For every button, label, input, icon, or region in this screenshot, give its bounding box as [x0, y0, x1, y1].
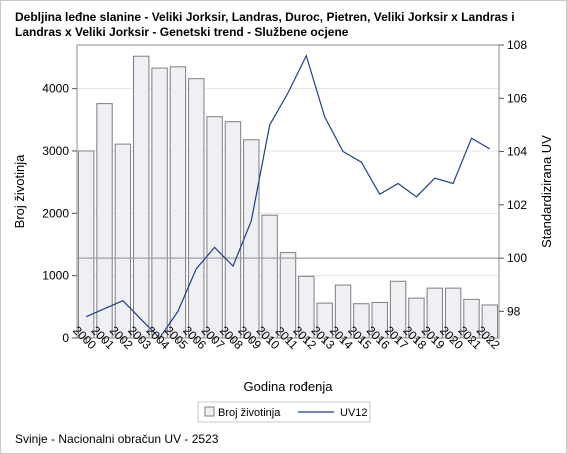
- footnote: Svinje - Nacionalni obračun UV - 2523: [15, 432, 219, 446]
- bar: [96, 103, 113, 339]
- y-right-tick-label: 102: [507, 198, 527, 212]
- bar: [169, 66, 187, 339]
- bar: [224, 121, 242, 339]
- y-left-tick-label: 3000: [42, 144, 69, 158]
- bar: [133, 55, 150, 339]
- legend-bar-swatch: [204, 406, 215, 417]
- legend-box: [197, 401, 371, 423]
- bar: [261, 214, 278, 339]
- bar: [151, 67, 168, 339]
- line-layer: [85, 54, 491, 339]
- bar: [188, 78, 205, 339]
- y-right-tick-label: 106: [507, 91, 527, 105]
- y-right-tick-label: 98: [507, 304, 521, 318]
- y-left-tick-label: 0: [62, 331, 69, 345]
- x-axis-label: Godina rođenja: [244, 379, 334, 394]
- uv12-line: [85, 54, 491, 339]
- bars-layer: [77, 55, 499, 339]
- y-right-tick-label: 104: [507, 145, 527, 159]
- legend-line-label: UV12: [340, 407, 368, 419]
- chart-title: Debljina leđne slanine - Veliki Jorksir,…: [15, 10, 515, 39]
- y-left-tick-label: 4000: [42, 82, 69, 96]
- y-left-tick-label: 2000: [42, 206, 69, 220]
- legend: Broj životinja UV12: [197, 401, 371, 423]
- y-left-axis-label: Broj životinja: [12, 154, 27, 228]
- y-right-axis-label: Standardizirana UV: [539, 135, 554, 248]
- bar: [206, 116, 223, 339]
- legend-bar-label: Broj životinja: [218, 407, 281, 419]
- y-left-tick-label: 1000: [42, 269, 69, 283]
- y-right-tick-label: 108: [507, 38, 527, 52]
- bar: [114, 143, 132, 339]
- bar: [243, 139, 260, 339]
- bar: [77, 150, 95, 339]
- y-right-tick-label: 100: [507, 251, 527, 265]
